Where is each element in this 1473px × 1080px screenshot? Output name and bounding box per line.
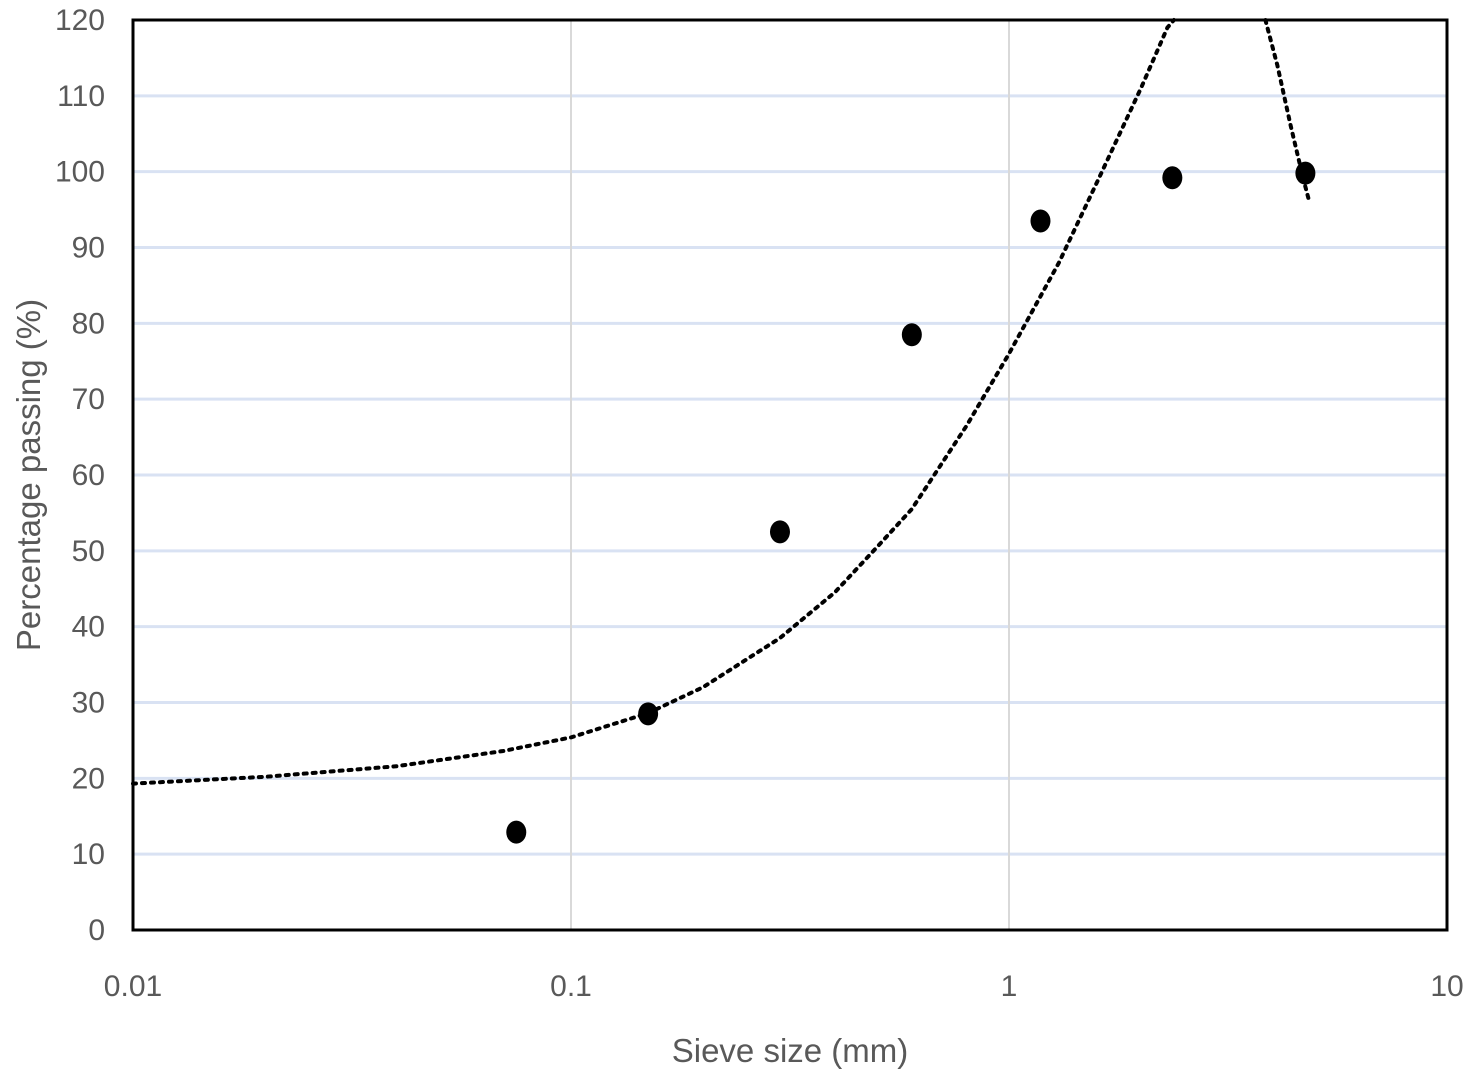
y-tick-label: 120: [55, 4, 105, 37]
y-tick-label: 10: [72, 838, 105, 871]
trendline-group: [131, 18, 1312, 786]
y-tick-label: 80: [72, 307, 105, 340]
data-point: [769, 520, 790, 544]
trendline-series: [131, 18, 1176, 786]
y-tick-label: 20: [72, 762, 105, 795]
data-point: [1295, 161, 1316, 185]
y-tick-label: 0: [88, 914, 105, 947]
x-tick-label: 0.1: [550, 970, 592, 1003]
trendline-series: [1263, 18, 1312, 204]
plot-area-border: [131, 18, 1449, 932]
x-axis-tick-labels: 0.01 0.1 1 10: [104, 970, 1464, 1003]
data-point: [506, 820, 527, 844]
x-axis-title: Sieve size (mm): [672, 1032, 909, 1069]
data-point: [901, 323, 922, 347]
x-tick-label: 10: [1430, 970, 1463, 1003]
x-tick-label: 1: [1001, 970, 1018, 1003]
grid-lines: [133, 20, 1447, 930]
y-axis-tick-labels: 0 10 20 30 40 50 60 70 80 90 100 110 120: [55, 4, 105, 947]
y-tick-label: 100: [55, 156, 105, 189]
y-tick-label: 30: [72, 687, 105, 720]
y-tick-label: 90: [72, 232, 105, 265]
data-points-group: [506, 161, 1316, 844]
data-point: [1162, 166, 1183, 190]
data-point: [1030, 209, 1051, 233]
y-tick-label: 60: [72, 459, 105, 492]
y-axis-title: Percentage passing (%): [10, 299, 47, 651]
y-tick-label: 40: [72, 611, 105, 644]
y-tick-label: 70: [72, 383, 105, 416]
y-tick-label: 110: [57, 80, 105, 113]
y-tick-label: 50: [72, 535, 105, 568]
x-tick-label: 0.01: [104, 970, 162, 1003]
data-point: [638, 702, 659, 726]
